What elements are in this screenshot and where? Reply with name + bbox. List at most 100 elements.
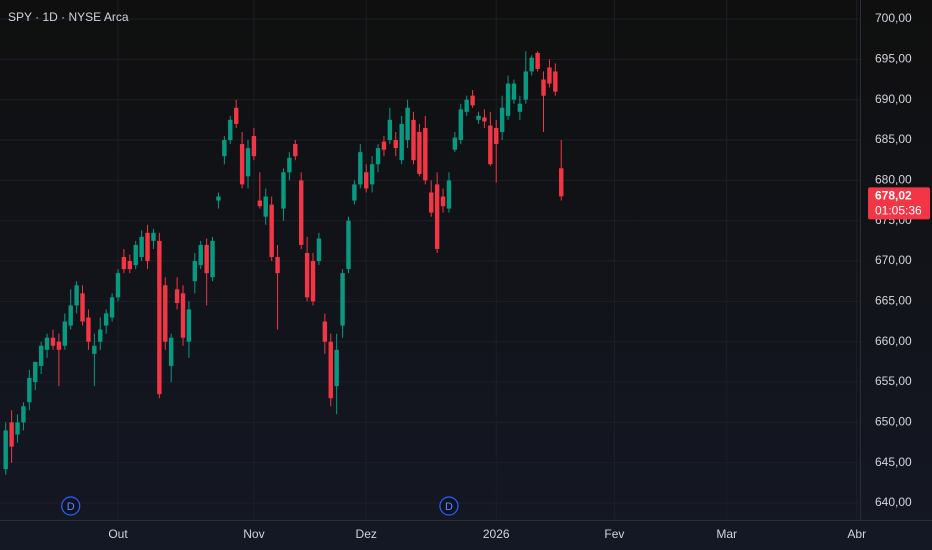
x-tick-label: Dez xyxy=(356,527,377,541)
candle-body xyxy=(494,127,499,145)
candle-body xyxy=(33,361,38,383)
candle-body xyxy=(405,107,410,141)
candle-body xyxy=(511,83,517,100)
candle-body xyxy=(269,204,274,258)
candle-body xyxy=(559,168,564,197)
candle-body xyxy=(464,99,469,112)
candle-body xyxy=(9,422,14,447)
y-tick-label: 665,00 xyxy=(875,294,912,308)
x-tick-label: Mar xyxy=(716,527,737,541)
candle-body xyxy=(499,107,505,132)
candle-body xyxy=(121,257,127,270)
event-marker xyxy=(61,496,81,516)
candle-body xyxy=(251,136,257,157)
candle-body xyxy=(488,125,493,165)
candle-body xyxy=(151,232,156,241)
candle-body xyxy=(417,131,422,174)
candle-body xyxy=(352,184,357,201)
candle-body xyxy=(174,289,180,303)
y-tick-label: 650,00 xyxy=(875,415,912,429)
candle-body xyxy=(68,305,73,326)
candle-body xyxy=(340,273,345,326)
candle-body xyxy=(210,240,215,278)
candle-body xyxy=(369,164,375,185)
candle-body xyxy=(98,329,103,342)
candle-body xyxy=(429,192,434,213)
candle-body xyxy=(263,196,268,217)
candle-body xyxy=(86,317,91,342)
event-label: D xyxy=(445,501,453,513)
last-price-label: 678,02 xyxy=(875,189,912,203)
candle-body xyxy=(470,95,475,106)
candle-body xyxy=(133,244,138,266)
x-tick-label: 2026 xyxy=(483,527,510,541)
candle-body xyxy=(523,71,528,100)
y-tick-label: 685,00 xyxy=(875,132,912,146)
candle-body xyxy=(381,141,387,150)
axes: 640,00 645,00 650,00 655,00 660,00 665,00 670,… xyxy=(108,11,930,541)
x-tick-label: Nov xyxy=(243,527,264,541)
candle-body xyxy=(192,261,198,282)
candle-body xyxy=(364,172,369,189)
candle-body xyxy=(387,119,393,141)
candle-body xyxy=(399,123,404,161)
candle-body xyxy=(186,309,192,342)
candle-body xyxy=(245,148,251,177)
candle-body xyxy=(482,117,487,122)
chart-title: SPY · 1D · NYSE Arca xyxy=(8,10,129,24)
candle-body xyxy=(15,422,20,435)
candle-body xyxy=(281,172,286,209)
y-tick-label: 640,00 xyxy=(875,495,912,509)
x-tick-label: Fev xyxy=(604,527,624,541)
y-tick-label: 700,00 xyxy=(875,11,912,25)
candle-body xyxy=(299,180,304,245)
y-tick-label: 655,00 xyxy=(875,374,912,388)
last-price-box xyxy=(868,187,930,220)
candle-body xyxy=(3,430,8,470)
candle-body xyxy=(157,240,162,395)
candle-body xyxy=(56,341,62,350)
candle-body xyxy=(452,137,458,150)
candle-body xyxy=(92,345,97,354)
candle-body xyxy=(80,293,85,322)
candle-body xyxy=(74,285,79,306)
candle-body xyxy=(393,140,398,149)
candle-body xyxy=(440,196,446,207)
candle-body xyxy=(322,321,328,342)
candle-body xyxy=(434,184,440,249)
event-label: D xyxy=(67,501,75,513)
candle-body xyxy=(334,349,339,387)
candle-body xyxy=(476,115,481,120)
candle-body xyxy=(275,257,280,274)
y-tick-label: 670,00 xyxy=(875,253,912,267)
candle-body xyxy=(257,200,263,207)
candle-body xyxy=(446,180,452,209)
candle-body xyxy=(38,345,44,366)
candle-body xyxy=(423,127,428,181)
candle-body xyxy=(458,109,463,141)
candle-body xyxy=(180,293,186,338)
y-tick-label: 680,00 xyxy=(875,173,912,187)
candle-body xyxy=(529,57,534,72)
candle-body xyxy=(287,157,292,173)
y-tick-label: 660,00 xyxy=(875,334,912,348)
candle-body xyxy=(222,140,227,157)
countdown-label: 01:05:36 xyxy=(875,204,922,218)
candle-body xyxy=(62,321,67,346)
candle-body xyxy=(216,196,221,201)
candle-body xyxy=(139,236,144,258)
candle-body xyxy=(411,119,416,161)
candle-body xyxy=(310,261,316,302)
candle-body xyxy=(375,148,381,165)
candle-body xyxy=(163,285,168,342)
candle-body xyxy=(293,144,298,157)
candle-body xyxy=(109,297,115,318)
candle-body xyxy=(547,67,552,84)
candle-body xyxy=(328,341,333,399)
candle-body xyxy=(145,232,150,262)
y-tick-label: 690,00 xyxy=(875,92,912,106)
